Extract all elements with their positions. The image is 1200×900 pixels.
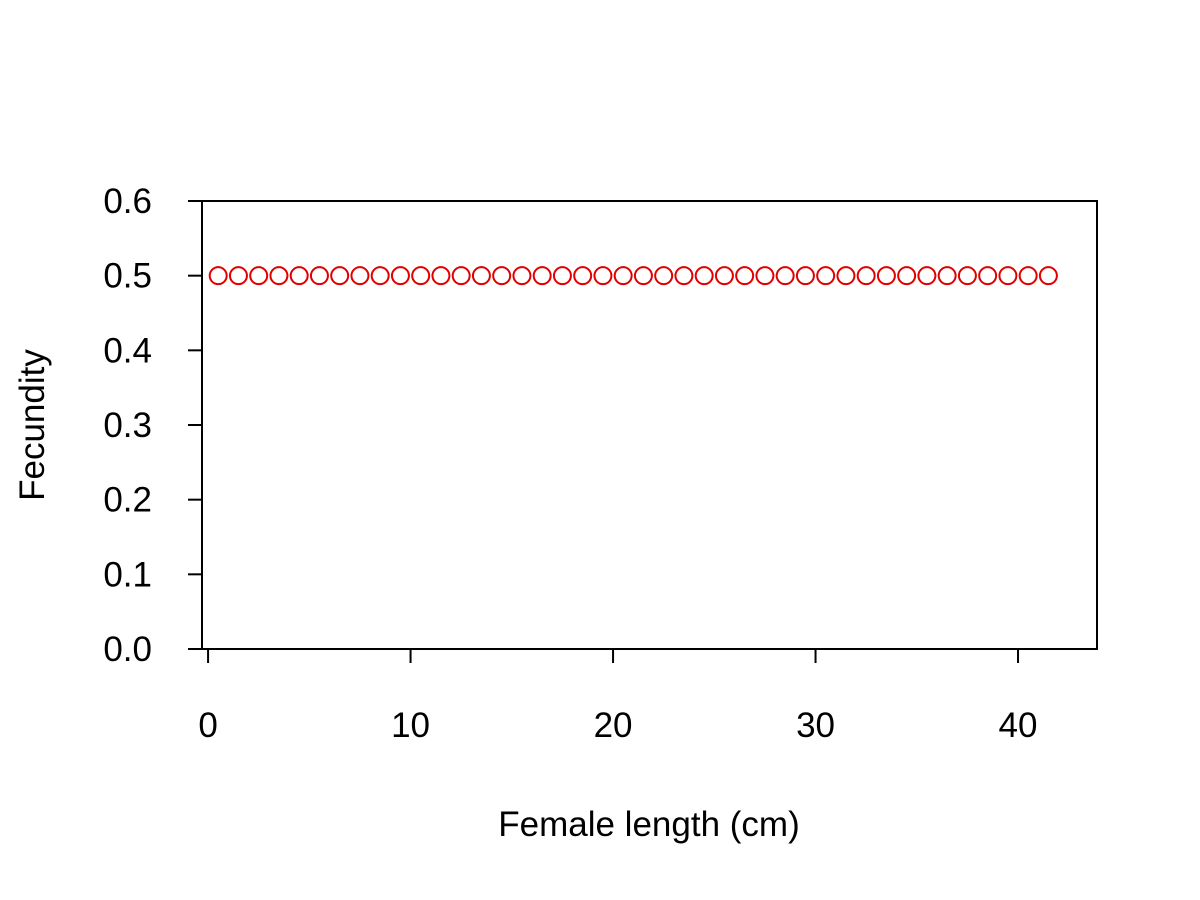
data-point (836, 266, 856, 286)
data-point (492, 266, 512, 286)
data-point (694, 266, 714, 286)
data-point (593, 266, 613, 286)
data-point (451, 266, 471, 286)
data-point (633, 266, 653, 286)
data-point (228, 266, 248, 286)
y-tick-label: 0.0 (103, 630, 152, 669)
data-point (654, 266, 674, 286)
data-point (957, 266, 977, 286)
data-point (816, 266, 836, 286)
data-point (775, 266, 795, 286)
data-point (573, 266, 593, 286)
data-point (1018, 266, 1038, 286)
data-points (208, 266, 1058, 286)
data-point (532, 266, 552, 286)
y-tick-label: 0.5 (103, 257, 152, 296)
data-point (390, 266, 410, 286)
data-point (431, 266, 451, 286)
data-point (674, 266, 694, 286)
data-point (876, 266, 896, 286)
data-point (289, 266, 309, 286)
y-tick-label: 0.6 (103, 182, 152, 221)
data-point (978, 266, 998, 286)
data-point (917, 266, 937, 286)
data-point (370, 266, 390, 286)
data-point (755, 266, 775, 286)
x-axis-title: Female length (cm) (498, 805, 799, 844)
data-point (714, 266, 734, 286)
x-tick-label: 0 (198, 706, 217, 745)
data-point (856, 266, 876, 286)
data-point (735, 266, 755, 286)
data-point (613, 266, 633, 286)
x-tick-label: 20 (594, 706, 633, 745)
x-axis: 0 10 20 30 40 (198, 648, 1038, 745)
data-point (552, 266, 572, 286)
data-point (350, 266, 370, 286)
data-point (937, 266, 957, 286)
y-tick-label: 0.4 (103, 331, 152, 370)
data-point (269, 266, 289, 286)
data-point (330, 266, 350, 286)
data-point (208, 266, 228, 286)
data-point (309, 266, 329, 286)
y-axis-title: Fecundity (13, 349, 52, 501)
y-axis: 0.0 0.1 0.2 0.3 0.4 0.5 0.6 (103, 182, 203, 669)
data-point (795, 266, 815, 286)
y-tick-label: 0.2 (103, 481, 152, 520)
x-tick-label: 40 (999, 706, 1038, 745)
data-point (998, 266, 1018, 286)
x-tick-label: 30 (796, 706, 835, 745)
data-point (471, 266, 491, 286)
data-point (897, 266, 917, 286)
y-tick-label: 0.3 (103, 406, 152, 445)
data-point (249, 266, 269, 286)
data-point (1038, 266, 1058, 286)
data-point (512, 266, 532, 286)
y-tick-label: 0.1 (103, 555, 152, 594)
x-tick-label: 10 (391, 706, 430, 745)
data-point (411, 266, 431, 286)
